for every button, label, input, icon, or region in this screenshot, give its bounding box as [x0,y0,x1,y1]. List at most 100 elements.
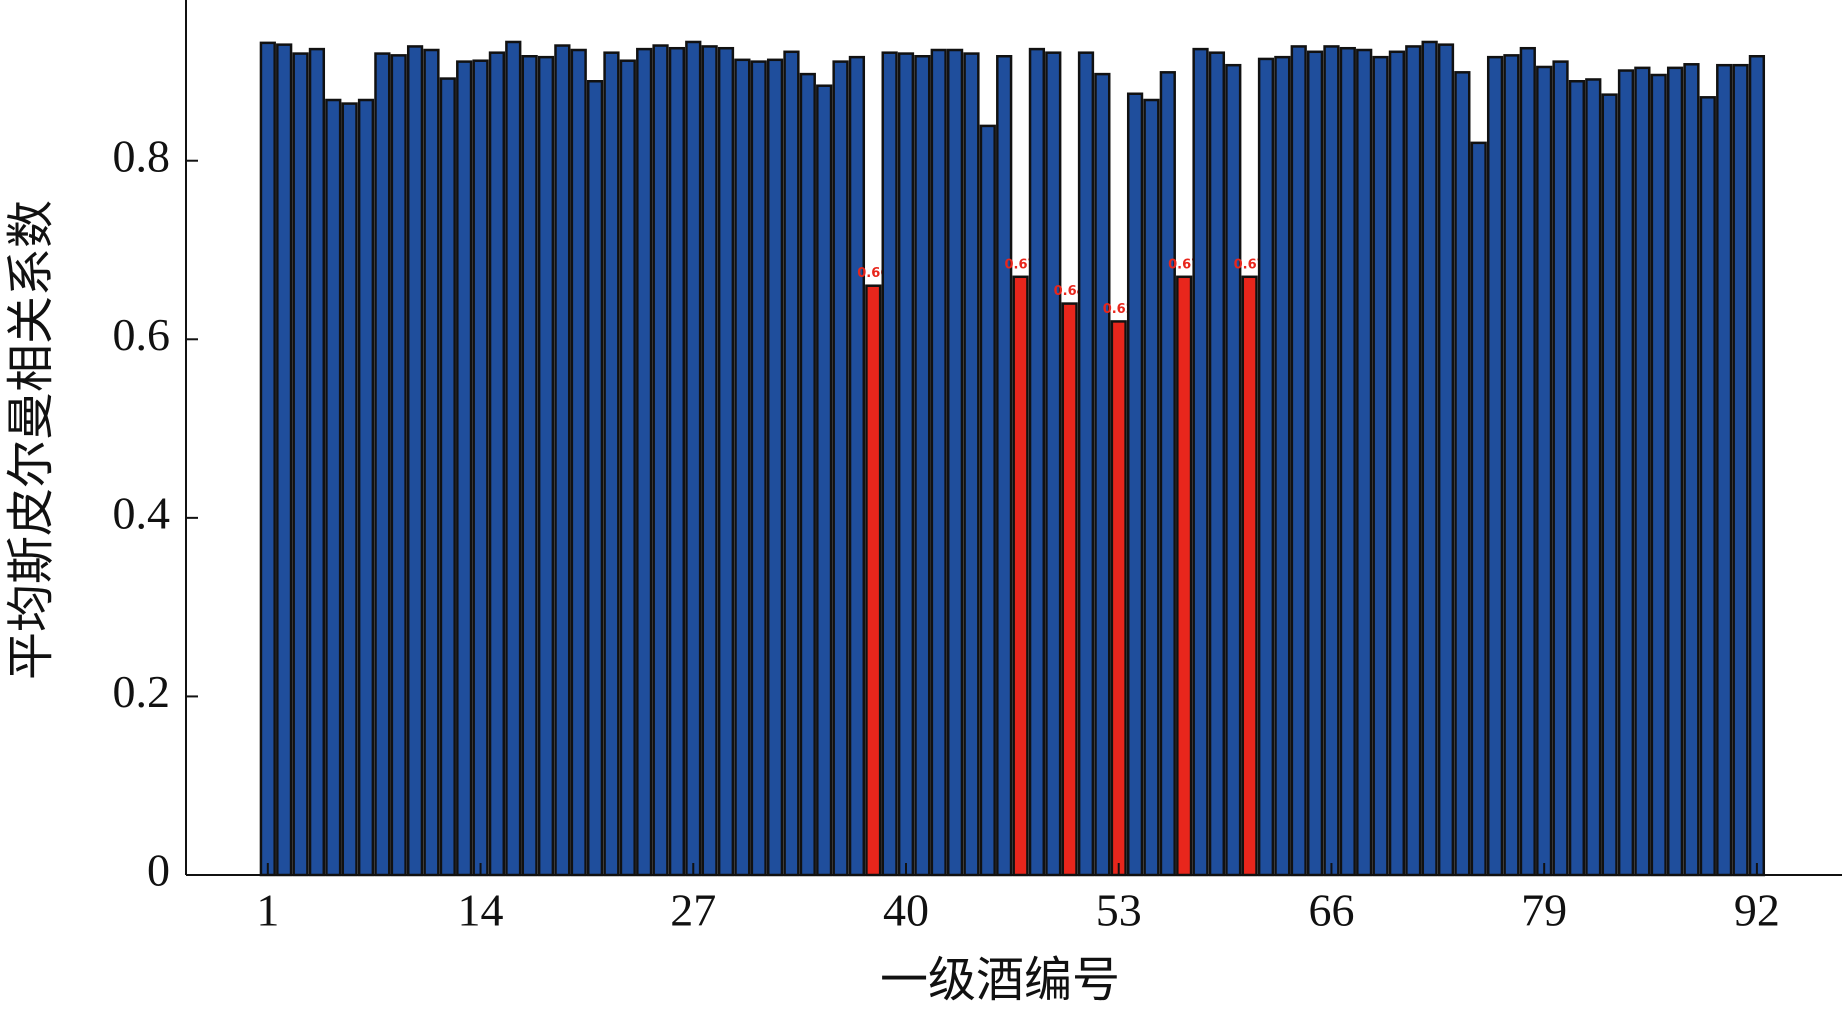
bar [1585,78,1602,877]
bar [1388,50,1406,877]
data-label: 0.66 [857,266,889,281]
y-tick-label: 0.2 [113,666,171,717]
y-tick-label: 0.8 [113,130,171,181]
bar [1061,302,1078,877]
bar [488,51,506,877]
y-axis-title: 平均斯皮尔曼相关系数 [5,200,58,680]
bar [897,52,915,877]
bar [799,72,816,877]
bar [1732,63,1749,877]
bar [1323,45,1340,877]
data-label: 0.67 [1234,257,1266,272]
bar [390,54,407,877]
x-tick-label: 27 [670,885,716,936]
bar [1486,55,1504,877]
bar [652,44,669,877]
bar [1601,93,1618,877]
bar [603,51,620,877]
bar [816,84,833,877]
bar [586,80,604,877]
bar [1421,40,1438,877]
bar [1045,51,1062,877]
x-tick-label: 79 [1521,885,1567,936]
bar [1470,141,1487,877]
bar [1617,69,1635,877]
bar [1306,50,1324,877]
data-label: 0.67 [1168,257,1200,272]
bar [1241,275,1258,877]
data-label: 0.67 [1005,257,1037,272]
data-label: 0.62 [1103,302,1135,317]
x-tick-label: 53 [1096,885,1142,936]
bar [1372,55,1389,877]
bar [357,98,375,877]
bar [1028,47,1046,877]
bar [914,55,931,877]
bar [1716,63,1733,877]
bar [750,60,767,877]
bar [946,48,964,877]
bar [1503,54,1520,877]
bar [766,58,784,877]
bar [1159,71,1176,877]
bar [783,50,800,877]
bar [1568,80,1586,877]
bar [701,45,718,877]
bar [1519,46,1536,877]
bar [848,55,866,877]
bar [472,59,489,877]
bar [439,77,456,877]
bar [717,46,735,877]
bar [685,40,702,877]
bar [1257,57,1275,877]
bar [325,98,342,877]
bar [505,40,522,877]
bar [276,43,293,877]
x-tick-label: 92 [1734,885,1780,936]
bar [1356,48,1373,877]
bar [1634,66,1651,877]
y-tick-label: 0.4 [113,487,171,538]
x-tick-label: 40 [883,885,929,936]
bar [1176,275,1193,877]
bar [521,55,538,877]
bar [1094,72,1111,877]
bar [456,60,473,877]
bar [734,58,751,877]
y-tick-label: 0.6 [113,309,171,360]
bar [636,47,653,877]
bar [259,41,276,877]
bar [554,44,571,877]
bar [292,52,309,877]
bar [1437,43,1455,877]
bar [341,102,358,877]
bar [1536,65,1553,877]
bar [1699,96,1716,877]
bar [1012,275,1029,877]
bar [979,124,996,877]
bar [865,284,882,877]
bar [619,59,636,877]
bar [832,60,849,877]
bar [1208,51,1226,877]
bar [996,55,1013,877]
bar [1110,320,1127,877]
x-tick-label: 1 [256,885,279,936]
bar [1274,55,1291,877]
bar [1077,51,1095,877]
bar [1290,45,1307,877]
bar [668,46,686,877]
bar [1666,66,1684,877]
bar [374,52,391,877]
bar [1650,73,1667,877]
x-axis-title: 一级酒编号 [880,954,1120,1007]
bar [1552,60,1569,877]
x-tick-label: 14 [458,885,504,936]
bar [537,55,555,877]
bar [1192,47,1209,877]
bar [1339,46,1356,877]
bar [570,48,587,877]
bar [423,48,440,877]
bar [1143,98,1160,877]
